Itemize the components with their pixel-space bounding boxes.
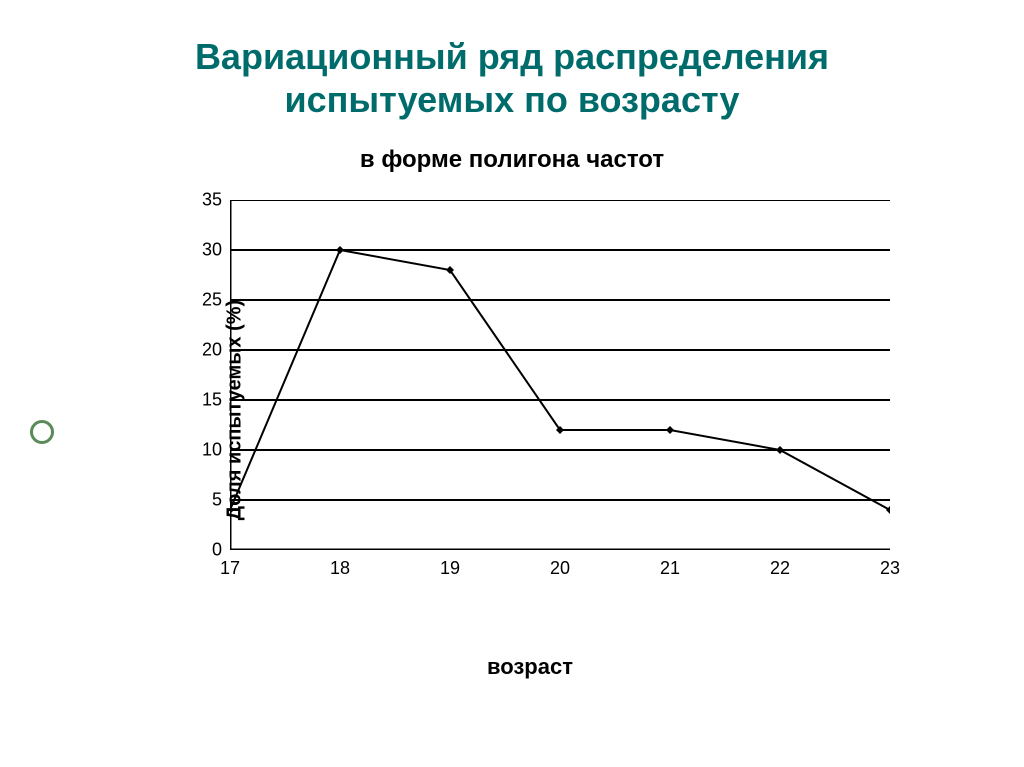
- y-tick-label: 20: [202, 340, 222, 361]
- x-tick-label: 17: [220, 558, 240, 579]
- y-tick-label: 25: [202, 290, 222, 311]
- x-tick-label: 18: [330, 558, 350, 579]
- chart-svg: [230, 200, 890, 550]
- y-tick-label: 5: [212, 490, 222, 511]
- y-tick-label: 35: [202, 190, 222, 211]
- data-marker: [666, 426, 674, 434]
- x-tick-label: 21: [660, 558, 680, 579]
- chart-container: Доля испытуемых (%) возраст 051015202530…: [170, 200, 890, 620]
- slide-title: Вариационный ряд распределения испытуемы…: [0, 0, 1024, 121]
- y-tick-label: 10: [202, 440, 222, 461]
- data-marker: [776, 446, 784, 454]
- chart-subtitle: в форме полигона частот: [0, 146, 1024, 174]
- x-tick-label: 23: [880, 558, 900, 579]
- bullet-decor: [30, 420, 54, 444]
- title-line-1: Вариационный ряд распределения: [0, 35, 1024, 78]
- plot-area: 0510152025303517181920212223: [230, 200, 890, 550]
- data-line: [230, 250, 890, 510]
- title-line-2: испытуемых по возрасту: [0, 78, 1024, 121]
- x-tick-label: 19: [440, 558, 460, 579]
- x-axis-label: возраст: [487, 654, 573, 680]
- y-tick-label: 15: [202, 390, 222, 411]
- x-tick-label: 20: [550, 558, 570, 579]
- data-marker: [336, 246, 344, 254]
- y-tick-label: 30: [202, 240, 222, 261]
- x-tick-label: 22: [770, 558, 790, 579]
